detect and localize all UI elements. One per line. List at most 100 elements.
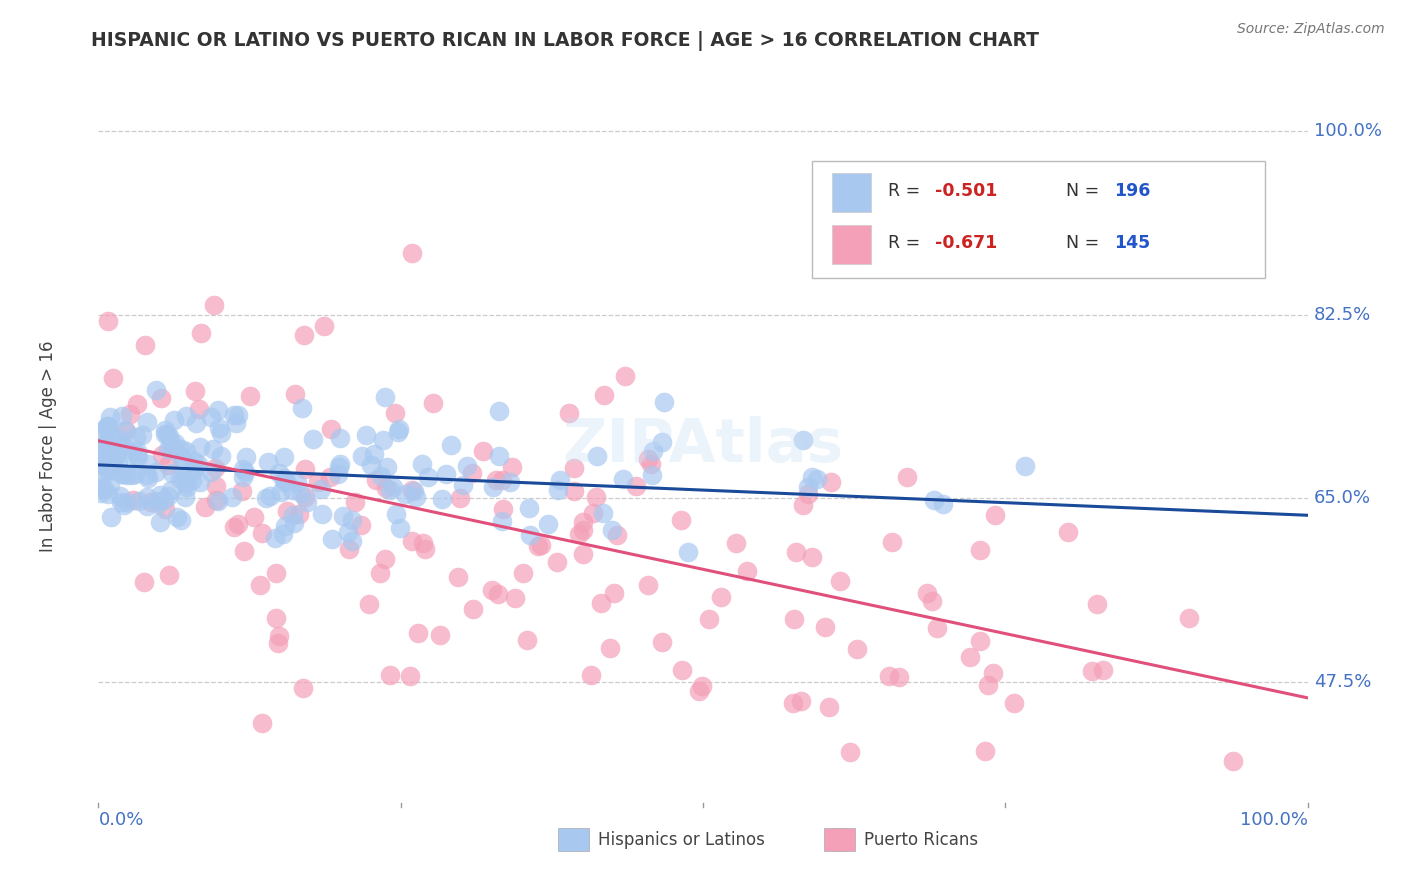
Point: [105, 447, 128, 461]
Point: [461, 602, 484, 616]
Text: N =: N =: [1066, 234, 1105, 252]
Point: [108, 435, 131, 450]
Point: [297, 495, 319, 509]
Point: [121, 467, 143, 482]
Point: [512, 566, 534, 580]
Point: [801, 469, 824, 483]
Point: [193, 500, 215, 515]
Point: [266, 636, 288, 650]
Point: [98, 477, 121, 491]
Point: [402, 484, 425, 499]
Point: [974, 744, 997, 758]
Point: [281, 508, 304, 523]
Point: [207, 403, 229, 417]
Point: [271, 527, 294, 541]
Point: [735, 564, 758, 578]
Point: [558, 406, 581, 420]
Point: [388, 520, 411, 534]
Point: [527, 539, 550, 553]
Point: [562, 483, 585, 498]
Point: [200, 409, 222, 424]
Point: [328, 460, 350, 475]
Point: [981, 666, 1004, 681]
Point: [688, 684, 710, 698]
Point: [451, 477, 474, 491]
Point: [599, 640, 621, 655]
Point: [148, 516, 170, 530]
Point: [136, 457, 159, 471]
Point: [363, 447, 385, 461]
Point: [264, 611, 287, 625]
Point: [104, 438, 127, 452]
Point: [221, 490, 243, 504]
Point: [127, 397, 149, 411]
Point: [98, 442, 121, 456]
Point: [546, 555, 568, 569]
Point: [343, 495, 366, 509]
Point: [118, 447, 141, 461]
Point: [205, 493, 228, 508]
Point: [624, 479, 647, 493]
Point: [782, 696, 804, 710]
Point: [637, 578, 659, 592]
Point: [233, 466, 256, 480]
Point: [1091, 663, 1114, 677]
Point: [163, 413, 186, 427]
Point: [254, 491, 277, 505]
Point: [225, 416, 247, 430]
Point: [160, 483, 183, 498]
Text: -0.671: -0.671: [935, 234, 997, 252]
Point: [190, 326, 212, 341]
Point: [710, 590, 733, 604]
Point: [678, 545, 700, 559]
Point: [273, 475, 295, 489]
Point: [264, 531, 287, 545]
Point: [204, 479, 226, 493]
Point: [640, 458, 662, 472]
Point: [488, 449, 510, 463]
Point: [136, 468, 159, 483]
Point: [136, 490, 159, 504]
Point: [412, 535, 434, 549]
Point: [359, 597, 381, 611]
Point: [571, 515, 593, 529]
Point: [294, 462, 316, 476]
Point: [447, 570, 470, 584]
Point: [1002, 696, 1025, 710]
Bar: [824, 829, 855, 851]
Point: [169, 472, 191, 486]
Text: N =: N =: [1066, 182, 1105, 200]
Point: [586, 449, 609, 463]
Point: [202, 298, 225, 312]
Point: [375, 459, 398, 474]
Point: [401, 246, 423, 260]
Point: [226, 408, 249, 422]
Point: [276, 504, 298, 518]
Point: [90, 485, 112, 500]
Point: [380, 668, 402, 682]
Point: [157, 429, 180, 443]
Point: [380, 483, 402, 497]
Point: [136, 499, 159, 513]
Point: [641, 467, 664, 482]
Text: 65.0%: 65.0%: [1313, 490, 1371, 508]
Point: [321, 533, 343, 547]
Point: [637, 451, 659, 466]
Point: [671, 513, 693, 527]
Point: [204, 461, 226, 475]
Point: [148, 488, 170, 502]
Point: [108, 433, 131, 447]
Point: [156, 426, 179, 441]
Point: [371, 433, 394, 447]
Point: [93, 450, 115, 465]
Point: [115, 468, 138, 483]
Point: [98, 448, 121, 462]
Point: [97, 465, 120, 479]
Point: [488, 404, 510, 418]
Point: [136, 415, 159, 429]
Point: [156, 442, 179, 457]
Point: [256, 454, 278, 468]
Point: [724, 536, 747, 550]
Point: [388, 421, 411, 435]
Point: [449, 491, 471, 505]
